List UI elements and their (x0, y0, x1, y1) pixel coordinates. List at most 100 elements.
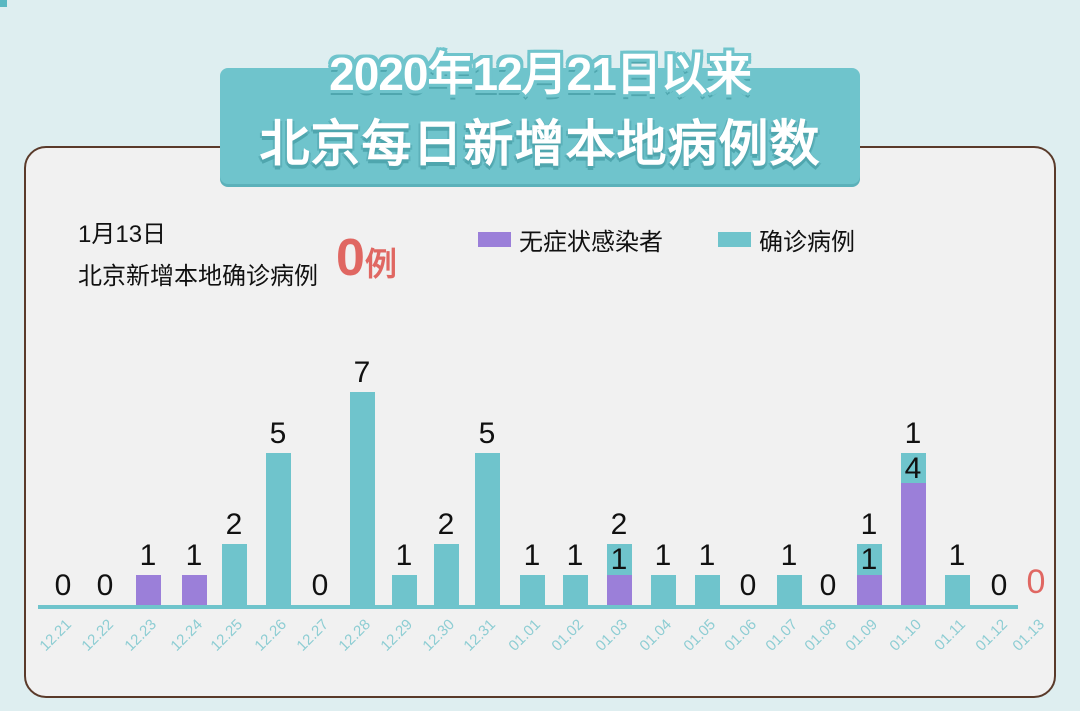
bar-segment-confirmed (650, 574, 676, 605)
data-label: 2 (610, 508, 628, 541)
chart-title: 北京每日新增本地病例数 (259, 116, 821, 172)
bar-12.29 (391, 574, 417, 605)
x-tick-label: 01.06 (721, 616, 761, 655)
bar-segment-confirmed (562, 574, 588, 605)
data-label: 1 (523, 538, 541, 572)
data-label: 0 (311, 569, 329, 602)
x-tick-label: 12.26 (251, 616, 291, 655)
bar-segment-asymptomatic (606, 574, 632, 605)
bar-segment-confirmed (900, 452, 926, 483)
info-description: 北京新增本地确诊病例 (78, 263, 318, 290)
info-count-unit: 例 (364, 246, 397, 282)
bar-segment-confirmed (433, 544, 459, 605)
data-label: 5 (478, 416, 496, 450)
x-tick-label: 12.31 (460, 616, 500, 655)
bar-segment-confirmed (349, 391, 375, 605)
x-tick-label: 01.12 (972, 616, 1012, 655)
bar-12.28 (349, 391, 375, 605)
x-tick-label: 01.05 (680, 616, 720, 655)
data-label: 7 (353, 355, 371, 389)
x-tick-label: 01.09 (842, 616, 882, 655)
bar-01.05 (694, 574, 720, 605)
bar-12.30 (433, 544, 459, 605)
legend-swatch-asymptomatic (478, 232, 511, 247)
bar-segment-asymptomatic (856, 574, 882, 605)
bar-01.01 (519, 574, 545, 605)
x-tick-label: 12.21 (36, 616, 76, 655)
x-tick-label: 01.04 (636, 616, 676, 655)
bar-segment-confirmed (694, 574, 720, 605)
bar-segment-confirmed (776, 574, 802, 605)
x-tick-label: 12.27 (293, 616, 333, 655)
x-tick-label: 01.08 (801, 616, 841, 655)
data-label-inner: 1 (860, 543, 878, 576)
data-label: 1 (185, 538, 203, 572)
bar-01.10 (900, 452, 926, 605)
data-label: 1 (860, 508, 878, 541)
data-label: 1 (395, 538, 413, 572)
data-label: 1 (654, 538, 672, 572)
x-tick-label: 01.11 (931, 616, 970, 654)
x-tick-label: 12.25 (207, 616, 247, 655)
x-tick-label: 12.30 (419, 616, 459, 655)
bar-segment-confirmed (474, 452, 500, 605)
x-tick-label: 12.28 (335, 616, 375, 655)
data-label: 1 (904, 416, 922, 450)
data-label: 2 (437, 508, 455, 541)
x-axis-line (38, 605, 1018, 609)
info-count: 0例 (336, 230, 397, 292)
bar-01.11 (944, 574, 970, 605)
bar-segment-confirmed (265, 452, 291, 605)
bar-segment-confirmed (944, 574, 970, 605)
bar-segment-asymptomatic (181, 574, 207, 605)
title-banner (220, 68, 860, 184)
bar-12.26 (265, 452, 291, 605)
x-tick-label: 12.23 (121, 616, 161, 655)
data-label: 1 (698, 538, 716, 572)
data-label: 5 (269, 416, 287, 450)
bar-segment-confirmed (519, 574, 545, 605)
data-label: 0 (990, 569, 1008, 602)
info-count-value: 0 (336, 229, 365, 287)
x-tick-label: 01.02 (548, 616, 588, 655)
bar-01.07 (776, 574, 802, 605)
data-label: 0 (1026, 563, 1046, 601)
data-label: 0 (739, 569, 757, 602)
bar-segment-confirmed (856, 544, 882, 575)
x-tick-label: 12.24 (167, 616, 207, 655)
x-tick-label: 01.10 (886, 616, 926, 655)
bar-12.31 (474, 452, 500, 605)
legend-item-confirmed: 确诊病例 (718, 222, 855, 257)
bar-01.09 (856, 544, 882, 605)
data-label: 1 (566, 538, 584, 572)
bar-segment-asymptomatic (900, 483, 926, 605)
bar-segment-confirmed (391, 574, 417, 605)
data-label-inner: 4 (904, 451, 922, 485)
x-tick-label: 01.13 (1009, 616, 1049, 655)
bar-01.03 (606, 544, 632, 605)
x-tick-label: 12.29 (377, 616, 417, 655)
bar-12.25 (221, 544, 247, 605)
data-label: 1 (948, 538, 966, 572)
data-label: 2 (225, 508, 243, 541)
data-label: 1 (139, 538, 157, 572)
x-tick-label: 01.07 (762, 616, 802, 655)
bar-segment-asymptomatic (135, 574, 161, 605)
data-label: 1 (780, 538, 798, 572)
bar-01.02 (562, 574, 588, 605)
legend-label-asymptomatic: 无症状感染者 (519, 229, 663, 256)
corner-decoration (0, 0, 7, 7)
data-label: 0 (819, 569, 837, 602)
title-line-1: 2020年12月21日以来 (329, 48, 752, 100)
x-tick-label: 01.01 (505, 616, 545, 655)
x-tick-label: 12.22 (78, 616, 118, 655)
legend-label-confirmed: 确诊病例 (759, 229, 855, 256)
legend-item-asymptomatic: 无症状感染者 (478, 222, 663, 257)
info-date: 1月13日 (78, 221, 167, 248)
bar-12.24 (181, 574, 207, 605)
bar-segment-confirmed (606, 544, 632, 575)
data-label: 0 (96, 569, 114, 602)
data-label: 0 (54, 569, 72, 602)
legend-swatch-confirmed (718, 232, 751, 247)
